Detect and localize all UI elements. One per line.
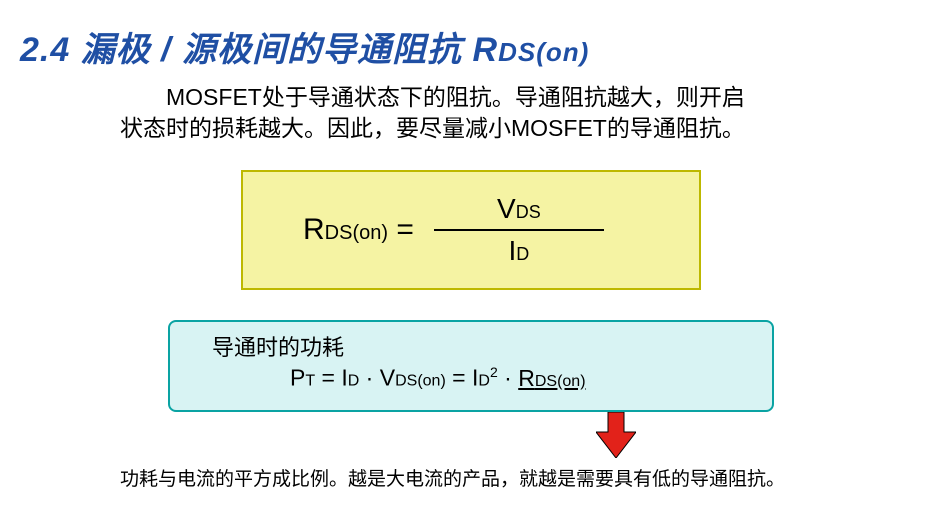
pf-p-main: P xyxy=(290,365,305,391)
pf-v-main: V xyxy=(380,365,395,391)
down-arrow-icon xyxy=(596,412,636,463)
power-title: 导通时的功耗 xyxy=(190,330,752,362)
pf-i-sub: D xyxy=(348,373,360,390)
pf-p-sub: T xyxy=(305,373,315,390)
section-number: 2.4 xyxy=(20,31,70,69)
intro-paragraph: MOSFET处于导通状态下的阻抗。导通阻抗越大，则开启 状态时的损耗越大。因此，… xyxy=(120,82,840,144)
formula-num-main: V xyxy=(497,193,516,224)
pf-r-paren: (on) xyxy=(557,373,585,390)
slide: 2.4 漏极 / 源极间的导通阻抗 RDS(on) MOSFET处于导通状态下的… xyxy=(0,0,942,507)
fraction-bar xyxy=(434,229,604,231)
title-symbol-main: R xyxy=(473,31,499,69)
power-formula: PT = ID · VDS(on) = ID2 · RDS(on) xyxy=(190,364,752,392)
formula-eq: = xyxy=(388,213,414,246)
pf-eq2: = xyxy=(446,365,472,391)
formula-den-sub: D xyxy=(516,244,529,264)
pf-r-main: R xyxy=(518,365,535,391)
formula-lhs-paren: (on) xyxy=(352,222,388,244)
formula-fraction: VDS ID xyxy=(434,193,604,267)
formula-denominator: ID xyxy=(509,235,530,267)
formula-box: RDS(on) = VDS ID xyxy=(241,170,701,290)
power-box: 导通时的功耗 PT = ID · VDS(on) = ID2 · RDS(on) xyxy=(168,320,774,412)
pf-dot1: · xyxy=(359,365,379,391)
title-text: 漏极 / 源极间的导通阻抗 xyxy=(81,31,462,69)
pf-r-sub: DS xyxy=(535,373,557,390)
pf-i2-sup: 2 xyxy=(490,364,498,380)
formula-lhs-main: R xyxy=(303,213,325,246)
title-symbol-paren: (on) xyxy=(536,37,589,67)
pf-i2-sub: D xyxy=(478,373,490,390)
arrow-shape xyxy=(596,412,636,458)
title-symbol-sub: DS xyxy=(498,37,536,67)
intro-line1: MOSFET处于导通状态下的阻抗。导通阻抗越大，则开启 xyxy=(120,82,745,113)
intro-line2: 状态时的损耗越大。因此，要尽量减小MOSFET的导通阻抗。 xyxy=(120,115,745,141)
pf-dot2: · xyxy=(498,365,518,391)
section-title: 2.4 漏极 / 源极间的导通阻抗 RDS(on) xyxy=(20,22,589,71)
formula-lhs-sub: DS xyxy=(325,222,353,244)
pf-r-underline: RDS(on) xyxy=(518,365,585,391)
pf-v-paren: (on) xyxy=(417,373,445,390)
pf-eq1: = xyxy=(315,365,341,391)
formula-numerator: VDS xyxy=(497,193,541,225)
pf-v-sub: DS xyxy=(395,373,417,390)
formula-num-sub: DS xyxy=(516,202,541,222)
formula-lhs: RDS(on) = xyxy=(303,213,414,247)
summary-text: 功耗与电流的平方成比例。越是大电流的产品，就越是需要具有低的导通阻抗。 xyxy=(120,464,840,491)
